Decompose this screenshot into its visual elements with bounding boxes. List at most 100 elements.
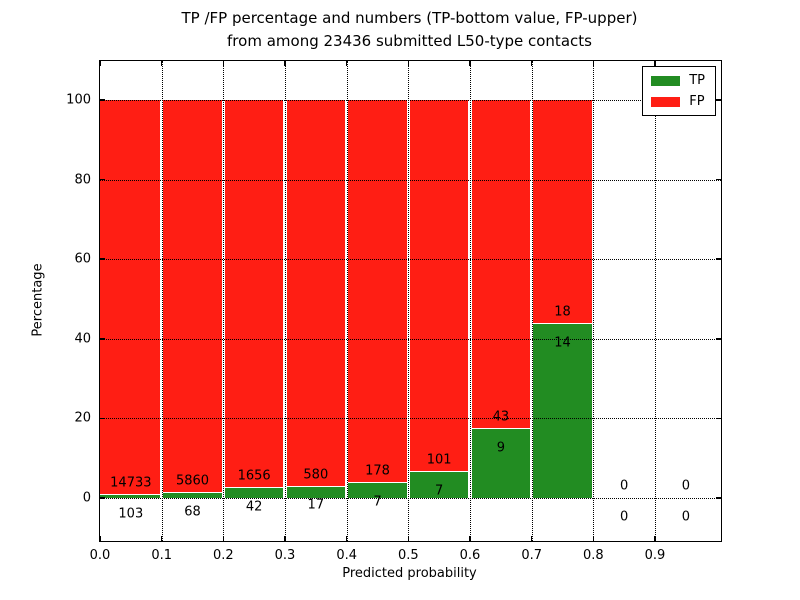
x-gridline [408,61,410,541]
bar-tp-segment [471,429,531,499]
tp-count-label: 7 [373,494,382,510]
legend: TP FP [642,66,716,116]
bar-tp-segment [286,486,346,499]
y-tick-left [100,497,105,499]
y-gridline [100,100,721,101]
plot-area: TP FP 0 20 40 60 80 100 0.0 0.1 0.2 0.3 0.4 0.5 0.6 0… [66,60,722,563]
bar-fp-segment [471,100,531,430]
fp-count-label: 178 [365,463,390,479]
x-tick-label: 0.3 [274,548,296,563]
chart-title: TP /FP percentage and numbers (TP-bottom… [99,7,720,53]
y-tick-right [716,338,721,340]
y-gridline [100,498,721,499]
x-gridline [161,61,163,541]
x-tick-label: 0.0 [89,548,111,563]
x-tick-label: 0.7 [521,548,543,563]
x-tick-top [345,61,348,66]
x-tick-bottom [592,536,595,541]
x-gridline [223,61,225,541]
x-tick-label: 0.6 [459,548,481,563]
x-tick-top [160,61,163,66]
bar-tp-segment [348,482,407,499]
y-axis-label: Percentage [30,263,46,337]
bar-fp-segment [163,100,222,494]
x-tick-bottom [407,536,410,541]
x-tick-bottom [654,536,656,541]
fp-count-label: 1656 [237,468,271,484]
y-gridline [100,418,721,420]
tp-count-label: 0 [681,509,690,525]
y-tick-right [716,497,721,499]
x-tick-label: 0.8 [583,548,604,563]
bar-fp-segment [348,100,407,483]
x-tick-bottom [345,536,348,541]
legend-label-tp: TP [689,73,705,88]
y-tick-label: 60 [74,251,91,267]
x-tick-bottom [222,536,225,541]
y-tick-label: 80 [74,172,91,188]
x-tick-label: 0.4 [336,548,358,563]
x-gridline [655,61,656,541]
x-tick-top [654,61,656,66]
x-axis-label: Predicted probability [342,566,477,581]
fp-count-label: 101 [426,452,452,468]
y-tick-left [100,417,105,420]
bar-fp-segment [286,100,346,487]
fp-count-label: 580 [303,467,329,483]
x-tick-top [592,61,595,66]
x-gridline [346,61,348,541]
tp-count-label: 7 [435,483,444,499]
x-tick-bottom [284,536,286,541]
fp-count-label: 43 [492,409,510,425]
y-tick-left [100,178,105,181]
x-tick-top [99,61,101,66]
x-tick-bottom [469,536,471,541]
legend-label-fp: FP [689,94,705,109]
tp-count-label: 103 [118,506,144,522]
x-tick-top [469,61,471,66]
y-tick-left [100,258,105,260]
bar-fp-segment [224,100,284,489]
x-tick-top [407,61,410,66]
bar-tp-segment [533,323,592,499]
tp-count-label: 0 [620,509,629,525]
tp-count-label: 14 [554,335,571,351]
y-tick-right [716,258,721,260]
bar-fp-segment [100,100,161,496]
x-tick-bottom [160,536,163,541]
fp-count-label: 5860 [175,473,210,489]
legend-entry-tp: TP [651,74,705,87]
x-gridline [285,61,286,541]
x-tick-bottom [99,536,101,541]
bar-tp-segment [163,493,222,499]
x-tick-top [222,61,225,66]
tp-count-label: 42 [245,499,263,515]
x-gridline [593,61,595,541]
y-gridline [100,259,721,261]
x-tick-label: 0.2 [212,548,234,563]
fp-swatch [651,96,681,107]
y-gridline [100,179,721,181]
x-gridline [470,61,471,541]
chart-title-line1: TP /FP percentage and numbers (TP-bottom… [181,9,638,27]
fp-count-label: 18 [554,304,571,320]
bar-tp-segment [224,488,284,499]
bar-tp-segment [100,495,161,499]
bar-fp-segment [409,100,469,473]
fp-count-label: 0 [681,478,690,494]
y-tick-left [100,338,105,340]
bar-tp-segment [409,472,469,499]
y-tick-right [716,417,721,420]
y-tick-left [100,99,105,101]
x-tick-label: 0.5 [397,548,419,563]
y-tick-right [716,99,721,101]
y-tick-label: 0 [82,490,91,506]
y-tick-label: 40 [74,331,91,347]
legend-entry-fp: FP [651,95,705,108]
tp-count-label: 9 [496,440,505,456]
fp-count-label: 14733 [110,475,152,491]
x-tick-top [530,61,533,66]
x-tick-bottom [530,536,533,541]
chart-title-line2: from among 23436 submitted L50-type cont… [227,32,592,50]
